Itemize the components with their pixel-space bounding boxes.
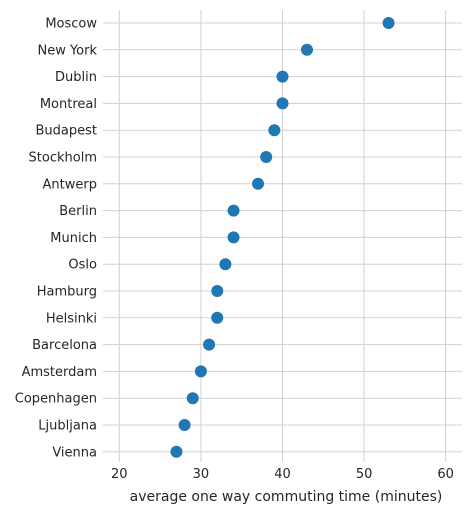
- data-point: [227, 204, 240, 217]
- category-label: Dublin: [55, 70, 97, 85]
- category-label: Stockholm: [29, 151, 97, 166]
- category-label: Vienna: [52, 445, 97, 460]
- category-label: Munich: [50, 231, 97, 246]
- data-point: [194, 365, 207, 378]
- data-point: [300, 43, 313, 56]
- x-tick-labels: 20 30 40 50 60: [111, 467, 454, 482]
- data-point: [276, 97, 289, 110]
- x-tick-label: 50: [356, 467, 373, 482]
- x-tick-label: 60: [437, 467, 454, 482]
- data-point: [203, 338, 216, 351]
- category-label: Moscow: [45, 17, 97, 32]
- category-label: Barcelona: [32, 338, 97, 353]
- category-labels: Moscow New York Dublin Montreal Budapest Stoc…: [15, 17, 98, 461]
- data-point: [211, 285, 224, 297]
- data-point: [260, 151, 273, 163]
- data-point: [382, 17, 395, 29]
- data-points: [170, 17, 395, 458]
- category-label: Berlin: [59, 204, 97, 219]
- category-label: Budapest: [36, 124, 98, 139]
- x-tick-label: 40: [274, 467, 291, 482]
- category-label: Ljubljana: [38, 419, 97, 434]
- category-label: Helsinki: [46, 311, 97, 326]
- category-label: Oslo: [68, 258, 97, 273]
- category-label: New York: [37, 43, 97, 58]
- category-label: Copenhagen: [15, 392, 97, 407]
- data-point: [276, 70, 289, 83]
- x-tick-label: 20: [111, 467, 128, 482]
- data-point: [186, 392, 199, 405]
- category-label: Antwerp: [43, 177, 97, 192]
- category-label: Hamburg: [37, 285, 97, 300]
- data-point: [219, 258, 232, 271]
- grid-lines: [103, 10, 462, 462]
- data-point: [268, 124, 281, 137]
- x-axis-label: average one way commuting time (minutes): [130, 489, 443, 505]
- data-point: [178, 419, 191, 431]
- x-tick-label: 30: [193, 467, 210, 482]
- data-point: [252, 177, 265, 190]
- data-point: [227, 231, 240, 244]
- category-label: Montreal: [40, 97, 97, 112]
- data-point: [211, 311, 224, 324]
- data-point: [170, 445, 183, 458]
- category-label: Amsterdam: [22, 365, 97, 380]
